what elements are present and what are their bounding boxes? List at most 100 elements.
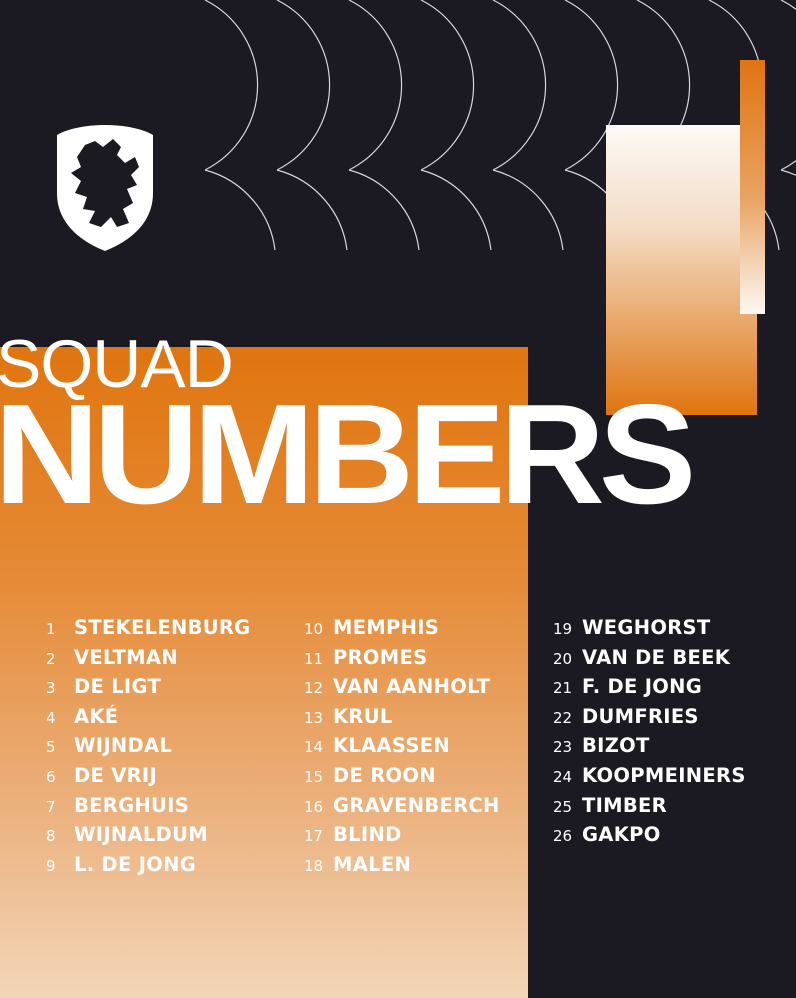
squad-list-item: 7 BERGHUIS [30,794,250,824]
squad-list-item: 17 BLIND [304,823,500,853]
squad-number: 10 [304,620,324,638]
squad-list-item: 22 DUMFRIES [553,705,746,735]
player-name: KRUL [333,704,393,728]
squad-list-item: 19 WEGHORST [553,616,746,646]
player-name: VAN DE BEEK [582,645,731,669]
squad-number: 13 [304,708,324,727]
squad-list-item: 1 STEKELENBURG [30,616,250,646]
player-name: DE ROON [333,763,436,787]
player-name: STEKELENBURG [74,616,251,639]
arc-line [420,0,475,171]
squad-list-item: 13 KRUL [304,705,500,735]
squad-number: 5 [46,738,56,757]
squad-number: 6 [46,767,56,786]
title-numbers: NUMBERS [0,375,696,534]
gradient-rectangle [606,125,757,415]
player-name: VELTMAN [74,645,178,669]
squad-number: 15 [304,767,324,786]
squad-number: 26 [553,827,573,846]
squad-list-item: 4 AKÉ [30,705,250,735]
squad-number: 21 [553,679,573,698]
squad-number: 4 [46,708,56,727]
player-name: MALEN [333,852,412,876]
arc-line [492,169,564,251]
player-name: GRAVENBERCH [333,793,500,817]
arc-line [780,0,796,171]
player-name: WIJNDAL [74,734,173,758]
arc-line [276,0,331,171]
squad-list-item: 26 GAKPO [553,823,746,853]
squad-number: 25 [553,797,573,816]
squad-list-item: 21 F. DE JONG [553,675,746,705]
squad-number: 14 [304,738,324,757]
squad-number: 9 [46,856,56,875]
arc-line [492,0,547,171]
player-name: KLAASSEN [333,734,450,758]
player-name: WIJNALDUM [74,823,208,847]
squad-list-item: 25 TIMBER [553,794,746,824]
squad-number: 18 [304,856,324,875]
player-name: TIMBER [582,793,667,817]
squad-number: 11 [304,649,324,668]
arc-line [204,169,276,251]
knvb-lion-crest-icon [55,123,155,253]
squad-column-3: 19 WEGHORST 20 VAN DE BEEK 21 F. DE JONG 22 DUM… [553,616,746,853]
squad-number: 1 [46,620,56,638]
squad-list-item: 20 VAN DE BEEK [553,646,746,676]
squad-number: 22 [553,708,573,727]
orange-gradient-block [0,347,528,998]
squad-list-item: 18 MALEN [304,853,500,883]
player-name: BERGHUIS [74,793,190,817]
squad-list-item: 5 WIJNDAL [30,734,250,764]
squad-number: 24 [553,767,573,786]
squad-list-item: 14 KLAASSEN [304,734,500,764]
title-squad: SQUAD [0,326,234,402]
squad-list-item: 15 DE ROON [304,764,500,794]
arc-line [204,0,259,171]
player-name: AKÉ [74,704,119,728]
squad-number: 19 [553,620,573,638]
gradient-bar [740,60,765,314]
squad-column-1: 1 STEKELENBURG 2 VELTMAN 3 DE LIGT 4 AKÉ 5 WIJNDA… [30,616,250,882]
squad-number: 16 [304,797,324,816]
squad-list-item: 2 VELTMAN [30,646,250,676]
player-name: PROMES [333,645,428,669]
squad-list-item: 3 DE LIGT [30,675,250,705]
squad-list-item: 12 VAN AANHOLT [304,675,500,705]
squad-list-item: 11 PROMES [304,646,500,676]
player-name: F. DE JONG [582,675,703,699]
squad-number: 12 [304,679,324,698]
player-name: VAN AANHOLT [333,675,491,699]
squad-list-item: 8 WIJNALDUM [30,823,250,853]
player-name: WEGHORST [582,616,711,639]
squad-list-item: 24 KOOPMEINERS [553,764,746,794]
squad-list-item: 10 MEMPHIS [304,616,500,646]
player-name: KOOPMEINERS [582,763,746,787]
squad-number: 3 [46,679,56,698]
player-name: BIZOT [582,734,650,758]
squad-number: 20 [553,649,573,668]
arc-line [420,169,492,251]
squad-list-item: 16 GRAVENBERCH [304,794,500,824]
squad-column-2: 10 MEMPHIS 11 PROMES 12 VAN AANHOLT 13 KRUL 14 KL… [304,616,500,882]
player-name: DUMFRIES [582,704,699,728]
arc-line [564,0,619,171]
arc-line [348,169,420,251]
squad-number: 8 [46,827,56,846]
arc-line [276,169,348,251]
arc-line [348,0,403,171]
player-name: BLIND [333,823,402,847]
player-name: MEMPHIS [333,616,440,639]
squad-list-item: 23 BIZOT [553,734,746,764]
squad-number: 23 [553,738,573,757]
squad-list-item: 9 L. DE JONG [30,853,250,883]
squad-number: 2 [46,649,56,668]
player-name: DE LIGT [74,675,162,699]
squad-number: 7 [46,797,56,816]
player-name: L. DE JONG [74,852,197,876]
squad-list-item: 6 DE VRIJ [30,764,250,794]
player-name: GAKPO [582,823,661,847]
player-name: DE VRIJ [74,763,158,787]
arc-line [780,169,796,177]
squad-number: 17 [304,827,324,846]
